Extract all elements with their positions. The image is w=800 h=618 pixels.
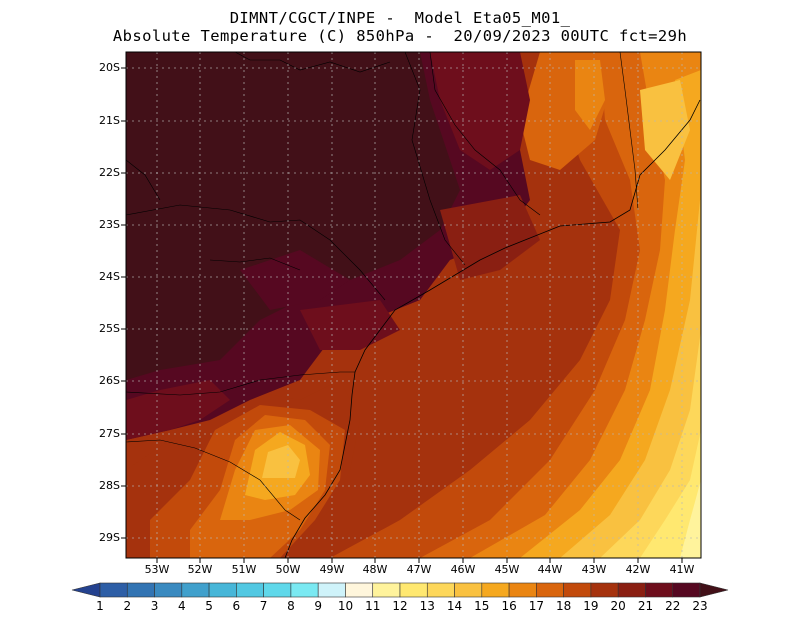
longitude-label: 46W <box>450 563 476 576</box>
colorbar-swatch <box>317 582 346 598</box>
colorbar-max-arrow <box>699 582 729 598</box>
colorbar-label: 16 <box>501 599 517 613</box>
latitude-label: 26S <box>99 374 120 387</box>
latitude-label: 27S <box>99 427 120 440</box>
colorbar-swatch <box>508 582 537 598</box>
longitude-label: 49W <box>319 563 345 576</box>
colorbar-label: 9 <box>314 599 322 613</box>
colorbar-label: 12 <box>392 599 408 613</box>
colorbar-label: 6 <box>232 599 241 613</box>
longitude-label: 51W <box>231 563 257 576</box>
colorbar-swatch <box>263 582 292 598</box>
colorbar-swatch <box>426 582 455 598</box>
colorbar-label: 3 <box>150 599 159 613</box>
latitude-label: 22S <box>99 166 120 179</box>
colorbar-label: 21 <box>637 599 654 613</box>
colorbar-swatch <box>99 582 128 598</box>
colorbar-swatch <box>181 582 210 598</box>
colorbar-label: 8 <box>287 599 295 613</box>
colorbar-swatch <box>236 582 264 598</box>
longitude-label: 41W <box>669 563 695 576</box>
longitude-label: 50W <box>275 563 301 576</box>
map-title-line1: DIMNT/CGCT/INPE - Model Eta05_M01_ <box>229 9 571 27</box>
longitude-label: 42W <box>625 563 651 576</box>
longitude-label: 48W <box>362 563 388 576</box>
colorbar-swatch <box>590 582 619 598</box>
longitude-label: 52W <box>187 563 213 576</box>
colorbar-label: 13 <box>419 599 435 613</box>
colorbar-swatch <box>126 582 155 598</box>
colorbar-label: 15 <box>474 599 490 613</box>
latitude-label: 23S <box>99 218 120 231</box>
colorbar-label: 4 <box>177 599 186 613</box>
colorbar-label: 22 <box>665 599 681 613</box>
colorbar-label: 19 <box>583 599 599 613</box>
plot-frame <box>125 51 702 559</box>
colorbar-swatch <box>345 582 374 598</box>
colorbar-swatch <box>372 582 401 598</box>
colorbar-label: 10 <box>337 599 354 613</box>
colorbar-label: 11 <box>365 599 381 613</box>
latitude-label: 25S <box>99 322 120 335</box>
colorbar-swatch <box>617 582 646 598</box>
latitude-label: 29S <box>99 531 120 544</box>
colorbar-swatch <box>454 582 483 598</box>
colorbar <box>71 582 729 598</box>
colorbar-swatch <box>563 582 592 598</box>
colorbar-label: 1 <box>96 599 104 613</box>
axis-ticks <box>121 67 683 563</box>
colorbar-min-arrow <box>71 582 101 598</box>
colorbar-label: 18 <box>555 599 572 613</box>
colorbar-swatch <box>154 582 183 598</box>
colorbar-swatch <box>481 582 510 598</box>
colorbar-swatch <box>645 582 674 598</box>
colorbar-label: 23 <box>692 599 708 613</box>
colorbar-label: 7 <box>259 599 268 613</box>
latitude-label: 21S <box>99 114 120 127</box>
colorbar-label: 20 <box>610 599 626 613</box>
longitude-label: 44W <box>537 563 563 576</box>
colorbar-swatch <box>399 582 428 598</box>
colorbar-swatch <box>208 582 237 598</box>
colorbar-label: 5 <box>205 599 213 613</box>
colorbar-label: 14 <box>446 599 463 613</box>
colorbar-swatch <box>672 582 701 598</box>
colorbar-label: 2 <box>123 599 132 613</box>
longitude-label: 47W <box>406 563 432 576</box>
colorbar-label: 17 <box>528 599 544 613</box>
colorbar-swatch <box>536 582 564 598</box>
latitude-label: 24S <box>99 270 120 283</box>
longitude-label: 53W <box>144 563 170 576</box>
map-title-line2: Absolute Temperature (C) 850hPa - 20/09/… <box>112 27 688 45</box>
temperature-field <box>126 52 701 558</box>
longitude-label: 45W <box>494 563 520 576</box>
latitude-label: 28S <box>99 479 120 492</box>
colorbar-swatch <box>290 582 319 598</box>
longitude-label: 43W <box>581 563 607 576</box>
latitude-label: 20S <box>99 61 120 74</box>
